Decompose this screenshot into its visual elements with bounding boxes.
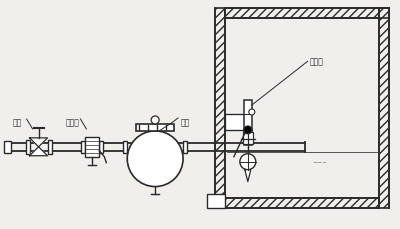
Circle shape bbox=[244, 126, 252, 134]
Bar bbox=[4, 141, 11, 153]
Text: 控制阀: 控制阀 bbox=[310, 57, 324, 67]
Bar bbox=[82, 141, 85, 153]
Bar bbox=[243, 132, 253, 144]
Bar bbox=[207, 194, 225, 209]
Polygon shape bbox=[30, 138, 48, 147]
Bar bbox=[123, 141, 127, 153]
Text: 过滤器: 过滤器 bbox=[66, 117, 79, 126]
Bar bbox=[225, 114, 246, 130]
Bar bbox=[99, 141, 103, 153]
Bar bbox=[225, 199, 379, 209]
Circle shape bbox=[240, 154, 256, 170]
Bar bbox=[48, 140, 52, 154]
Bar bbox=[244, 101, 252, 145]
Bar bbox=[136, 124, 174, 131]
Bar bbox=[183, 141, 187, 153]
Bar bbox=[26, 140, 30, 154]
Text: ─ ─ ─: ─ ─ ─ bbox=[313, 160, 326, 165]
Bar bbox=[225, 9, 389, 19]
Bar bbox=[379, 9, 389, 209]
Circle shape bbox=[151, 117, 159, 124]
Circle shape bbox=[249, 109, 255, 115]
Circle shape bbox=[127, 131, 183, 187]
Text: 主阀: 主阀 bbox=[180, 117, 190, 126]
Polygon shape bbox=[30, 147, 48, 156]
Bar bbox=[85, 137, 99, 157]
Bar bbox=[215, 9, 225, 209]
Polygon shape bbox=[245, 170, 251, 182]
Text: 阀阀: 阀阀 bbox=[13, 117, 22, 126]
